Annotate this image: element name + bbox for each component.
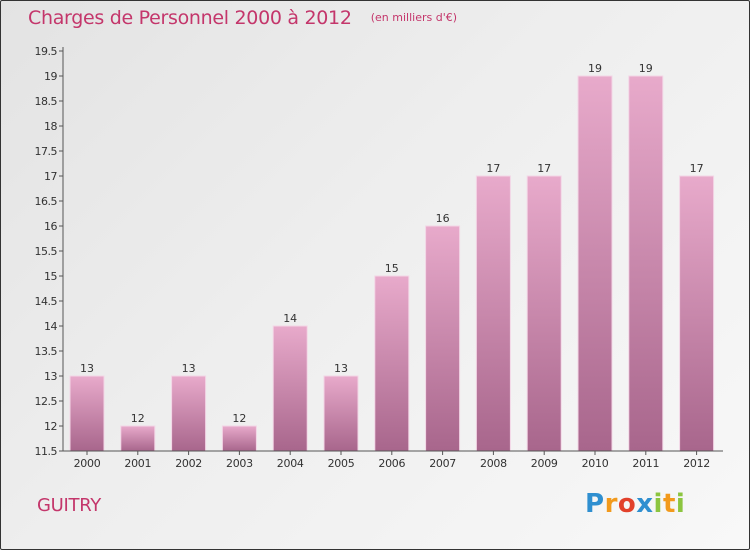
x-tick-label: 2009 [531, 457, 558, 470]
x-tick-label: 2006 [378, 457, 405, 470]
chart-unit: (en milliers d'€) [370, 11, 458, 24]
bar-2005 [323, 375, 359, 452]
x-tick-label: 2011 [632, 457, 659, 470]
bar-value-label: 17 [486, 162, 500, 175]
y-tick-label: 16.5 [35, 195, 58, 208]
bar-value-label: 15 [385, 262, 399, 275]
y-tick-label: 14 [44, 320, 57, 333]
x-tick-label: 2007 [429, 457, 456, 470]
x-tick-label: 2008 [480, 457, 507, 470]
bar-2011 [628, 75, 664, 452]
y-tick-label: 19 [44, 70, 57, 83]
bar-value-label: 13 [182, 362, 196, 375]
y-tick-label: 12.5 [35, 395, 58, 408]
bar-2007 [425, 225, 461, 452]
bar-value-label: 19 [639, 62, 653, 75]
bar-2001 [120, 425, 156, 452]
logo-letter: i [675, 489, 686, 519]
y-tick-label: 18 [44, 120, 57, 133]
y-tick-label: 15 [44, 270, 57, 283]
y-tick-label: 19.5 [35, 45, 58, 58]
bar-value-label: 12 [232, 412, 246, 425]
y-tick-label: 14.5 [35, 295, 58, 308]
bar-2010 [577, 75, 613, 452]
logo-letter: P [585, 489, 605, 519]
y-tick-label: 13 [44, 370, 57, 383]
y-tick-label: 17 [44, 170, 57, 183]
y-tick-label: 15.5 [35, 245, 58, 258]
bar-2006 [374, 275, 410, 452]
x-tick-label: 2003 [226, 457, 253, 470]
y-tick-label: 18.5 [35, 95, 58, 108]
bar-2012 [679, 175, 715, 452]
x-axis: 2000 2001 2002 2003 2004 2005 2006 2007 2008 2009… [63, 450, 723, 470]
proxiti-logo[interactable]: Proxiti [585, 489, 685, 519]
x-tick-label: 2010 [582, 457, 609, 470]
bar-2003 [221, 425, 257, 452]
y-tick-label: 12 [44, 420, 57, 433]
x-tick-label: 2001 [124, 457, 151, 470]
bar-value-label: 16 [436, 212, 450, 225]
bar-2004 [272, 325, 308, 452]
bars: 13 12 13 12 14 13 15 16 17 17 19 19 17 [69, 62, 715, 452]
bar-value-label: 19 [588, 62, 602, 75]
commune-name: GUITRY [37, 495, 101, 516]
y-tick-label: 11.5 [35, 445, 58, 458]
logo-letter: i [653, 489, 663, 519]
logo-letter: t [662, 489, 676, 519]
bar-value-label: 17 [537, 162, 551, 175]
bar-2000 [69, 375, 105, 452]
y-axis: 11.5 12 12.5 13 13.5 14 14.5 15 15.5 16 16.5 17 17.5… [35, 45, 64, 458]
y-tick-label: 13.5 [35, 345, 58, 358]
y-tick-label: 16 [44, 220, 57, 233]
x-tick-label: 2005 [328, 457, 355, 470]
bar-value-label: 17 [690, 162, 704, 175]
chart-title: Charges de Personnel 2000 à 2012 [28, 7, 352, 29]
bar-2002 [171, 375, 207, 452]
logo-letter: x [636, 489, 654, 519]
y-tick-label: 17.5 [35, 145, 58, 158]
title-row: Charges de Personnel 2000 à 2012 (en mil… [28, 7, 457, 29]
bar-2008 [475, 175, 511, 452]
x-tick-label: 2002 [175, 457, 202, 470]
bar-value-label: 14 [283, 312, 297, 325]
bar-value-label: 13 [80, 362, 94, 375]
x-tick-label: 2012 [683, 457, 710, 470]
x-tick-label: 2004 [277, 457, 304, 470]
bar-value-label: 12 [131, 412, 145, 425]
logo-letter: r [604, 489, 618, 519]
bar-2009 [526, 175, 562, 452]
logo-letter: o [617, 489, 637, 519]
bar-value-label: 13 [334, 362, 348, 375]
x-tick-label: 2000 [74, 457, 101, 470]
